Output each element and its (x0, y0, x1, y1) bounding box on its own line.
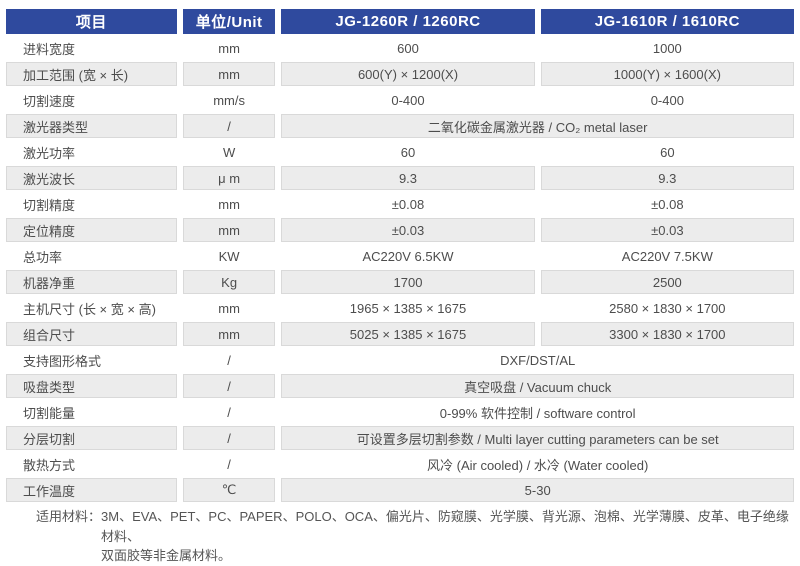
row-label: 吸盘类型 (6, 374, 177, 398)
row-label: 定位精度 (6, 218, 177, 242)
row-label: 切割精度 (6, 192, 177, 216)
column-header-unit: 单位/Unit (182, 9, 276, 34)
table-row: 机器净重 Kg 1700 2500 (6, 270, 794, 294)
row-value-model2: 3300 × 1830 × 1700 (540, 322, 794, 346)
materials-text: 3M、EVA、PET、PC、PAPER、POLO、OCA、偏光片、防窥膜、光学膜… (101, 507, 800, 566)
row-value-merged: 0-99% 软件控制 / software control (281, 400, 794, 424)
table-row: 总功率 KW AC220V 6.5KW AC220V 7.5KW (6, 244, 794, 268)
table-row: 切割速度 mm/s 0-400 0-400 (6, 88, 794, 112)
column-header-model-1260: JG-1260R / 1260RC (281, 9, 535, 34)
row-value-model1: 1700 (281, 270, 535, 294)
row-label: 切割能量 (6, 400, 177, 424)
row-value-model2: 0-400 (540, 88, 794, 112)
spec-table: 项目 单位/Unit JG-1260R / 1260RC JG-1610R / … (0, 7, 800, 504)
row-value-model1: 600(Y) × 1200(X) (281, 62, 535, 86)
row-label: 切割速度 (6, 88, 177, 112)
row-value-model2: 1000(Y) × 1600(X) (540, 62, 794, 86)
row-value-model2: ±0.03 (540, 218, 794, 242)
row-unit: / (182, 114, 276, 138)
column-header-item: 项目 (6, 9, 177, 34)
row-value-merged: 可设置多层切割参数 / Multi layer cutting paramete… (281, 426, 794, 450)
table-row: 切割能量/0-99% 软件控制 / software control (6, 400, 794, 424)
row-unit: mm/s (182, 88, 276, 112)
table-row: 加工范围 (宽 × 长) mm 600(Y) × 1200(X) 1000(Y) × … (6, 62, 794, 86)
row-label: 组合尺寸 (6, 322, 177, 346)
row-value-model2: 2500 (540, 270, 794, 294)
table-row: 散热方式 / 风冷 (Air cooled) / 水冷 (Water cooled) (6, 452, 794, 476)
table-row: 支持图形格式 / DXF/DST/AL (6, 348, 794, 372)
row-value-merged: DXF/DST/AL (281, 348, 794, 372)
row-label: 散热方式 (6, 452, 177, 476)
table-row: 激光波长 μ m 9.3 9.3 (6, 166, 794, 190)
row-value-model1: 0-400 (281, 88, 535, 112)
row-unit: / (182, 426, 276, 450)
row-value-model2: 1000 (540, 36, 794, 60)
table-row: 组合尺寸 mm 5025 × 1385 × 1675 3300 × 1830 × 17… (6, 322, 794, 346)
table-row: 切割精度 mm ±0.08 ±0.08 (6, 192, 794, 216)
row-label: 激光波长 (6, 166, 177, 190)
row-label: 总功率 (6, 244, 177, 268)
row-value-model1: 600 (281, 36, 535, 60)
row-value-model1: ±0.03 (281, 218, 535, 242)
row-value-merged: 真空吸盘 / Vacuum chuck (281, 374, 794, 398)
materials-label: 适用材料： (36, 509, 102, 524)
row-label: 支持图形格式 (6, 348, 177, 372)
row-value-model1: 9.3 (281, 166, 535, 190)
row-unit: KW (182, 244, 276, 268)
row-unit: / (182, 400, 276, 424)
row-value-model2: 9.3 (540, 166, 794, 190)
table-row: 激光功率 W 60 60 (6, 140, 794, 164)
row-value-model1: 60 (281, 140, 535, 164)
row-unit: W (182, 140, 276, 164)
row-label: 激光功率 (6, 140, 177, 164)
row-value-model1: 1965 × 1385 × 1675 (281, 296, 535, 320)
table-row: 激光器类型 / 二氧化碳金属激光器 / CO₂ metal laser (6, 114, 794, 138)
row-value-merged: 二氧化碳金属激光器 / CO₂ metal laser (281, 114, 794, 138)
row-value-model1: AC220V 6.5KW (281, 244, 535, 268)
row-unit: / (182, 374, 276, 398)
table-row: 吸盘类型 / 真空吸盘 / Vacuum chuck (6, 374, 794, 398)
row-unit: μ m (182, 166, 276, 190)
row-value-merged: 风冷 (Air cooled) / 水冷 (Water cooled) (281, 452, 794, 476)
row-unit: mm (182, 62, 276, 86)
materials-text-line1: 3M、EVA、PET、PC、PAPER、POLO、OCA、偏光片、防窥膜、光学膜… (101, 509, 789, 544)
row-label: 加工范围 (宽 × 长) (6, 62, 177, 86)
row-value-model2: 60 (540, 140, 794, 164)
row-unit: mm (182, 322, 276, 346)
row-unit: mm (182, 218, 276, 242)
row-label: 工作温度 (6, 478, 177, 502)
materials-text-line2: 双面胶等非金属材料。 (101, 548, 232, 563)
table-row: 分层切割 / 可设置多层切割参数 / Multi layer cutting par… (6, 426, 794, 450)
materials-section: 适用材料： 3M、EVA、PET、PC、PAPER、POLO、OCA、偏光片、防… (0, 507, 800, 566)
row-unit: mm (182, 36, 276, 60)
row-value-model1: 5025 × 1385 × 1675 (281, 322, 535, 346)
row-label: 激光器类型 (6, 114, 177, 138)
row-unit: ℃ (182, 478, 276, 502)
row-value-model2: ±0.08 (540, 192, 794, 216)
row-unit: mm (182, 296, 276, 320)
row-unit: / (182, 348, 276, 372)
row-value-model1: ±0.08 (281, 192, 535, 216)
header-row: 项目 单位/Unit JG-1260R / 1260RC JG-1610R / … (6, 9, 794, 34)
row-unit: Kg (182, 270, 276, 294)
row-label: 进料宽度 (6, 36, 177, 60)
row-value-model2: 2580 × 1830 × 1700 (540, 296, 794, 320)
row-label: 分层切割 (6, 426, 177, 450)
row-value-model2: AC220V 7.5KW (540, 244, 794, 268)
row-value-merged: 5-30 (281, 478, 794, 502)
row-unit: mm (182, 192, 276, 216)
column-header-model-1610: JG-1610R / 1610RC (540, 9, 794, 34)
row-unit: / (182, 452, 276, 476)
table-row: 定位精度 mm ±0.03 ±0.03 (6, 218, 794, 242)
row-label: 机器净重 (6, 270, 177, 294)
table-row: 工作温度 ℃ 5-30 (6, 478, 794, 502)
table-row: 主机尺寸 (长 × 宽 × 高) mm 1965 × 1385 × 1675 2580… (6, 296, 794, 320)
table-row: 进料宽度 mm 600 1000 (6, 36, 794, 60)
row-label: 主机尺寸 (长 × 宽 × 高) (6, 296, 177, 320)
